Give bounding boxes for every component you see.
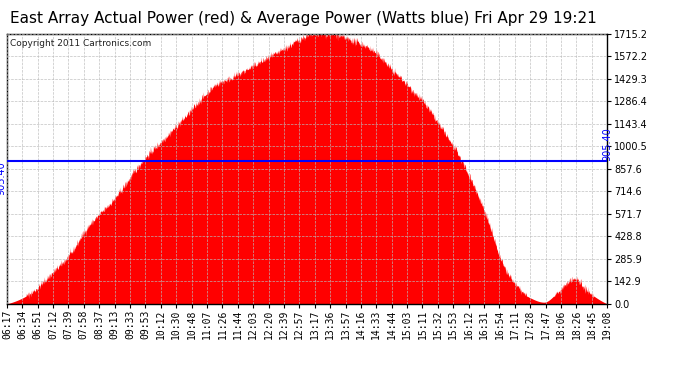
Text: 905.40: 905.40	[0, 161, 6, 195]
Text: Copyright 2011 Cartronics.com: Copyright 2011 Cartronics.com	[10, 39, 151, 48]
Text: East Array Actual Power (red) & Average Power (Watts blue) Fri Apr 29 19:21: East Array Actual Power (red) & Average …	[10, 11, 597, 26]
Text: 905.40: 905.40	[603, 128, 613, 161]
